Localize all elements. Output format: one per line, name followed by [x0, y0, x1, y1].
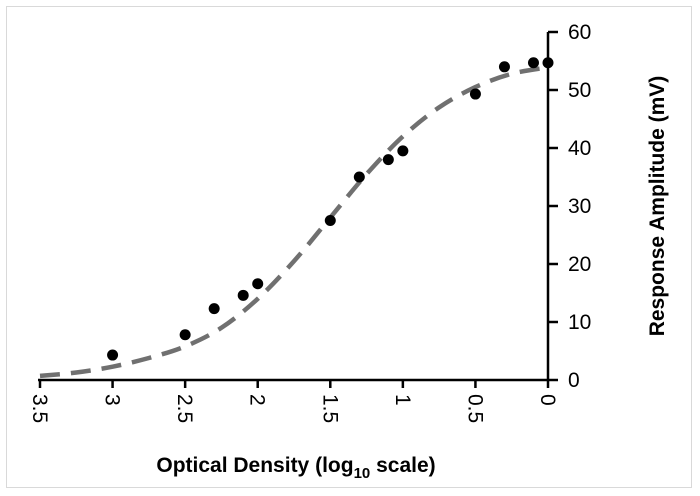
axes-layer: [38, 32, 550, 382]
y-tick-label: 20: [568, 253, 591, 276]
x-axis-title-main: Optical Density (log: [156, 454, 353, 477]
x-axis-title: Optical Density (log10 scale): [156, 454, 435, 482]
x-tick-label: 3: [101, 394, 124, 406]
y-axis-title: Response Amplitude (mV): [646, 76, 669, 337]
chart-frame: [6, 6, 692, 488]
y-tick-label: 50: [568, 79, 591, 102]
data-point: [208, 303, 220, 315]
data-point: [469, 88, 481, 100]
y-tick-label: 30: [568, 195, 591, 218]
x-tick-label: 1: [391, 394, 414, 406]
y-tick-label: 0: [568, 369, 580, 392]
data-point: [397, 145, 409, 157]
data-point: [107, 349, 119, 361]
data-point: [179, 329, 191, 341]
data-point: [382, 154, 394, 166]
y-tick-label: 60: [568, 21, 591, 44]
data-point: [252, 278, 264, 290]
fitted-curve-line: [39, 65, 549, 379]
data-point: [527, 57, 539, 69]
x-tick-label: 0.5: [463, 394, 486, 423]
x-tick-label: 2.5: [173, 394, 196, 423]
data-point: [498, 61, 510, 73]
y-tick-label: 40: [568, 137, 591, 160]
data-point: [353, 171, 365, 183]
ticks-layer: 0 10 20 30 40 50 60 3.5 3 2.5 2 1.5 1 0.5 0: [28, 21, 591, 423]
data-point: [237, 289, 249, 301]
y-tick-label: 10: [568, 311, 591, 334]
x-axis-title-subscript: 10: [354, 465, 371, 482]
x-tick-label: 1.5: [318, 394, 341, 423]
x-tick-label: 3.5: [28, 394, 51, 423]
plot-layer: [39, 57, 554, 379]
x-tick-label: 2: [246, 394, 269, 406]
x-axis-title-suffix: scale): [370, 454, 435, 477]
data-point: [324, 215, 336, 226]
x-tick-label: 0: [536, 394, 559, 406]
